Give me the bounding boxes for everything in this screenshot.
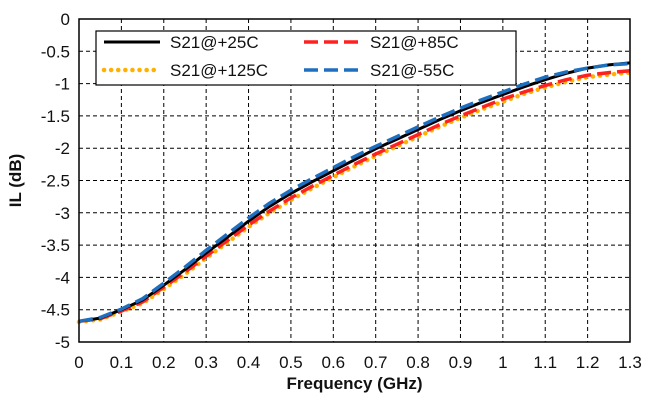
- series-line-s21-55c: [78, 61, 631, 324]
- legend: S21@+25C S21@+85C S21@+125C S21@-55C: [95, 30, 517, 86]
- x-tick-label: 1.2: [576, 353, 600, 372]
- x-tick-label: 0.7: [364, 353, 388, 372]
- y-tick-label: -2.5: [41, 172, 70, 191]
- x-tick-label: 0.6: [321, 353, 345, 372]
- y-tick-label: -4.5: [41, 301, 70, 320]
- legend-label: S21@+85C: [370, 33, 459, 52]
- series-line-s21-25c: [78, 61, 631, 323]
- x-tick-label: 0.2: [152, 353, 176, 372]
- x-tick-label: 0.9: [449, 353, 473, 372]
- y-tick-label: -0.5: [41, 42, 70, 61]
- y-tick-labels: 0 -0.5 -1 -1.5 -2 -2.5 -3 -3.5 -4 -4.5 -5: [41, 10, 70, 352]
- x-tick-label: 0: [74, 353, 83, 372]
- y-tick-label: -1.5: [41, 107, 70, 126]
- y-tick-label: -3: [55, 204, 70, 223]
- legend-box: [95, 30, 517, 86]
- y-tick-label: -5: [55, 333, 70, 352]
- legend-label: S21@+125C: [170, 61, 268, 80]
- x-tick-label: 0.5: [279, 353, 303, 372]
- legend-label: S21@-55C: [370, 61, 454, 80]
- plot-frame: [78, 18, 631, 343]
- x-tick-label: 0.1: [110, 353, 134, 372]
- x-tick-labels: 0 0.1 0.2 0.3 0.4 0.5 0.6 0.7 0.8 0.9 1 1.1 1.2 1.3: [74, 353, 642, 372]
- x-tick-label: 1: [498, 353, 507, 372]
- y-axis-title: IL (dB): [6, 154, 25, 208]
- y-tick-label: -1: [55, 75, 70, 94]
- y-tick-label: -4: [55, 268, 70, 287]
- x-tick-label: 0.4: [237, 353, 261, 372]
- x-tick-label: 1.3: [618, 353, 642, 372]
- series-line-s21-85c: [78, 68, 631, 324]
- x-tick-label: 0.8: [406, 353, 430, 372]
- x-axis-title: Frequency (GHz): [286, 374, 422, 393]
- y-tick-label: -2: [55, 139, 70, 158]
- series-lines: [76, 61, 633, 325]
- x-tick-label: 0.3: [194, 353, 218, 372]
- y-tick-label: -3.5: [41, 236, 70, 255]
- legend-label: S21@+25C: [170, 33, 259, 52]
- y-tick-label: 0: [61, 10, 70, 29]
- x-tick-label: 1.1: [533, 353, 557, 372]
